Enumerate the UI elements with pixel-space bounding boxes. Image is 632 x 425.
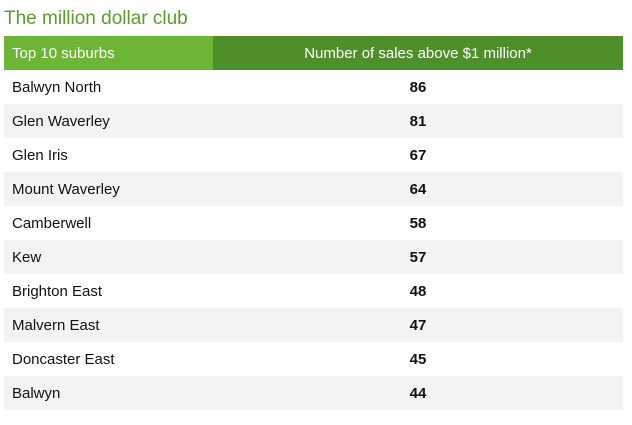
sales-cell: 47 — [409, 316, 427, 334]
sales-cell: 58 — [409, 214, 427, 232]
table-row: Glen Waverley 81 — [4, 104, 623, 138]
suburb-cell: Malvern East — [12, 316, 100, 334]
table-header: Top 10 suburbs Number of sales above $1 … — [4, 36, 623, 70]
table-row: Malvern East 47 — [4, 308, 623, 342]
table-row: Kew 57 — [4, 240, 623, 274]
sales-cell: 67 — [409, 146, 427, 164]
suburb-cell: Brighton East — [12, 282, 103, 300]
suburb-cell: Kew — [12, 248, 42, 266]
table-row: Doncaster East 45 — [4, 342, 623, 376]
sales-cell: 45 — [409, 350, 427, 368]
sales-cell: 57 — [409, 248, 427, 266]
sales-cell: 64 — [409, 180, 427, 198]
table-row: Balwyn 44 — [4, 376, 623, 410]
table-row: Glen Iris 67 — [4, 138, 623, 172]
table-row: Balwyn North 86 — [4, 70, 623, 104]
suburb-cell: Camberwell — [12, 214, 92, 232]
table-row: Brighton East 48 — [4, 274, 623, 308]
suburb-cell: Balwyn North — [12, 78, 102, 96]
suburb-cell: Glen Iris — [12, 146, 68, 164]
sales-table: Top 10 suburbs Number of sales above $1 … — [4, 36, 623, 410]
sales-cell: 86 — [409, 78, 427, 96]
suburb-cell: Balwyn — [12, 384, 61, 402]
page-title: The million dollar club — [4, 8, 188, 29]
suburb-cell: Doncaster East — [12, 350, 115, 368]
column-header-sales: Number of sales above $1 million* — [213, 36, 623, 70]
table-row: Camberwell 58 — [4, 206, 623, 240]
table-row: Mount Waverley 64 — [4, 172, 623, 206]
suburb-cell: Glen Waverley — [12, 112, 110, 130]
sales-cell: 48 — [409, 282, 427, 300]
column-header-suburb: Top 10 suburbs — [4, 36, 213, 70]
sales-cell: 81 — [409, 112, 427, 130]
suburb-cell: Mount Waverley — [12, 180, 120, 198]
sales-cell: 44 — [409, 384, 427, 402]
